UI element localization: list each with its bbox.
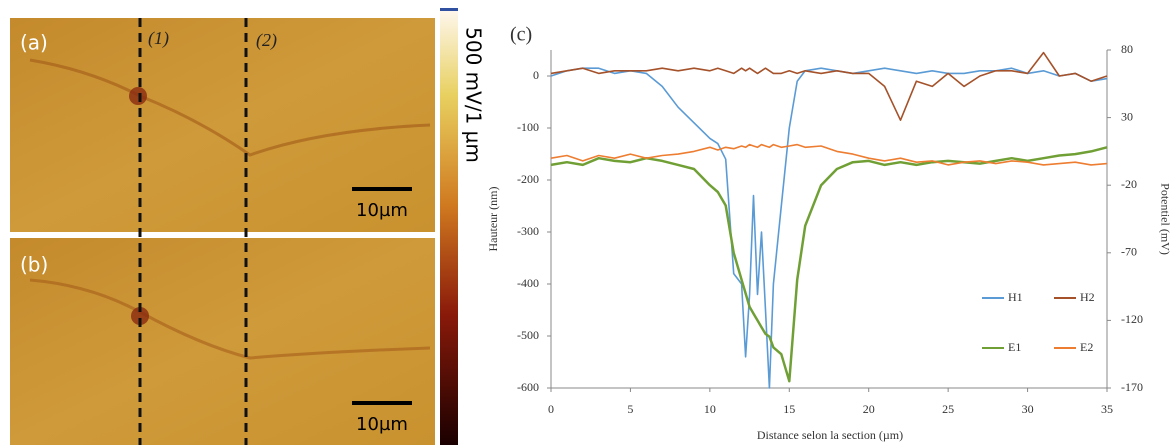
grain-boundary (29, 58, 431, 157)
scale-bar-label: 10µm (356, 200, 408, 221)
x-tick-label: 10 (704, 402, 716, 416)
x-tick-label: 5 (627, 402, 633, 416)
afm-image (10, 18, 435, 232)
y-tick-label: -100 (517, 120, 539, 134)
y2-tick-label: -170 (1121, 380, 1143, 394)
section-lines (138, 18, 248, 445)
y-tick-label: -300 (517, 224, 539, 238)
legend-label: E1 (1008, 340, 1021, 354)
legend-label: E2 (1080, 340, 1093, 354)
section-label: (1) (148, 28, 169, 49)
legend-label: H1 (1008, 290, 1023, 304)
y2-tick-label: 30 (1121, 109, 1133, 123)
y2-axis-label: Potentiel (mV) (1158, 183, 1172, 255)
colorbar-edge (440, 8, 458, 11)
panel-label: (a) (20, 31, 48, 55)
y-tick-label: -200 (517, 172, 539, 186)
panel-label: (b) (20, 253, 48, 277)
y-tick-label: -400 (517, 276, 539, 290)
afm-image (10, 238, 435, 445)
y-tick-label: 0 (533, 68, 539, 82)
defect (131, 307, 149, 325)
y-axis-label: Hauteur (nm) (486, 187, 500, 252)
x-tick-label: 0 (548, 402, 554, 416)
y-tick-label: -600 (517, 380, 539, 394)
x-axis-label: Distance selon la section (µm) (757, 428, 903, 442)
x-tick-label: 35 (1101, 402, 1113, 416)
colorbar (440, 8, 458, 445)
series-line (550, 143, 1108, 166)
legend-label: H2 (1080, 290, 1095, 304)
chart: (c) Distance selon la section (µm) Haute… (486, 24, 1173, 442)
y2-tick-label: -20 (1121, 177, 1137, 191)
x-tick-label: 25 (942, 402, 954, 416)
scale-bar-label: 10µm (356, 414, 408, 435)
y2-tick-label: -70 (1121, 245, 1137, 259)
series-line (550, 67, 1108, 389)
grain-boundary (29, 278, 431, 360)
y2-tick-label: 80 (1121, 42, 1133, 56)
y-tick-label: -500 (517, 328, 539, 342)
series-line (550, 146, 1108, 383)
section-label: (2) (256, 30, 277, 51)
series-line (550, 51, 1108, 121)
x-tick-label: 30 (1022, 402, 1034, 416)
y2-tick-label: -120 (1121, 312, 1143, 326)
image-a: (a) (10, 18, 435, 232)
image-b: (b) (10, 238, 435, 445)
chart-title: (c) (510, 24, 532, 46)
defect (129, 87, 147, 105)
x-tick-label: 15 (783, 402, 795, 416)
x-tick-label: 20 (863, 402, 875, 416)
colorbar-label: 500 mV/1 µm (462, 27, 486, 163)
